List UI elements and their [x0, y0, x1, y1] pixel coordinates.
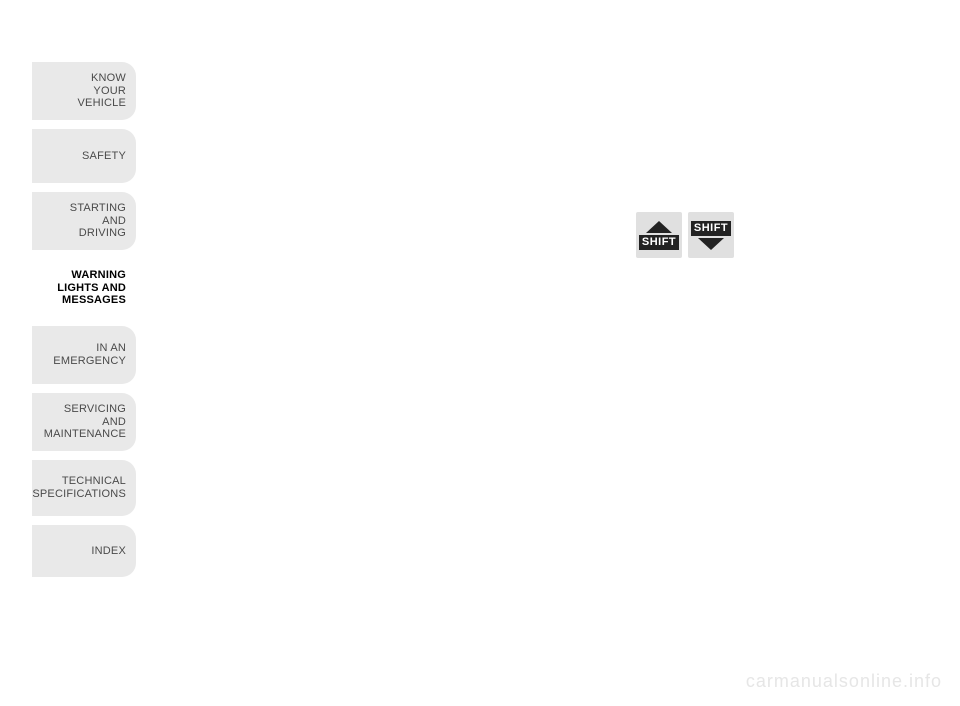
tab-label: AND	[102, 416, 126, 429]
tab-in-an-emergency[interactable]: IN AN EMERGENCY	[32, 326, 136, 384]
arrow-up-icon	[646, 221, 672, 233]
tab-know-your-vehicle[interactable]: KNOW YOUR VEHICLE	[32, 62, 136, 120]
shift-down-icon: SHIFT	[688, 212, 734, 258]
tab-label: INDEX	[91, 545, 126, 558]
shift-indicator-icons: SHIFT SHIFT	[636, 212, 734, 258]
tab-label: AND	[102, 215, 126, 228]
shift-label: SHIFT	[639, 235, 679, 250]
tab-technical-specifications[interactable]: TECHNICAL SPECIFICATIONS	[32, 460, 136, 516]
tab-label: LIGHTS AND	[57, 282, 126, 295]
tab-label: SPECIFICATIONS	[32, 488, 126, 501]
sidebar-nav: KNOW YOUR VEHICLE SAFETY STARTING AND DR…	[32, 62, 136, 586]
arrow-down-icon	[698, 238, 724, 250]
tab-label: SERVICING	[64, 403, 126, 416]
tab-servicing-and-maintenance[interactable]: SERVICING AND MAINTENANCE	[32, 393, 136, 451]
tab-safety[interactable]: SAFETY	[32, 129, 136, 183]
tab-index[interactable]: INDEX	[32, 525, 136, 577]
tab-label: YOUR	[93, 85, 126, 98]
tab-label: MESSAGES	[62, 294, 126, 307]
tab-starting-and-driving[interactable]: STARTING AND DRIVING	[32, 192, 136, 250]
tab-label: SAFETY	[82, 150, 126, 163]
tab-label: WARNING	[71, 269, 126, 282]
tab-label: MAINTENANCE	[44, 428, 126, 441]
tab-label: TECHNICAL	[62, 475, 126, 488]
tab-label: DRIVING	[79, 227, 126, 240]
shift-label: SHIFT	[691, 221, 731, 236]
page: KNOW YOUR VEHICLE SAFETY STARTING AND DR…	[0, 0, 960, 706]
tab-warning-lights-and-messages[interactable]: WARNING LIGHTS AND MESSAGES	[32, 259, 136, 317]
tab-label: STARTING	[70, 202, 126, 215]
tab-label: VEHICLE	[78, 97, 126, 110]
watermark-text: carmanualsonline.info	[746, 671, 942, 692]
tab-label: EMERGENCY	[53, 355, 126, 368]
tab-label: IN AN	[96, 342, 126, 355]
tab-label: KNOW	[91, 72, 126, 85]
shift-up-icon: SHIFT	[636, 212, 682, 258]
